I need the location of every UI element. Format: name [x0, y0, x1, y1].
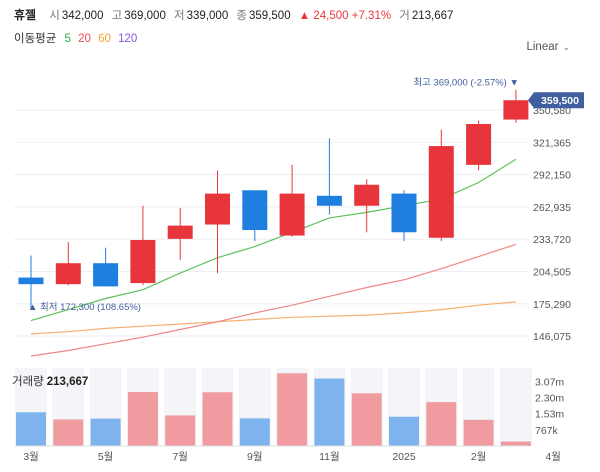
x-tick-label: 11월 [319, 451, 340, 463]
x-tick-label: 3월 [23, 451, 39, 463]
x-tick-label: 4월 [545, 451, 561, 463]
volume-bar [351, 393, 382, 446]
y-tick-label: 175,290 [533, 299, 571, 311]
ma-5-label: 5 [64, 33, 71, 45]
volume-title: 거래량 213,667 [12, 373, 88, 389]
volume-bar [389, 416, 419, 446]
candle-body [503, 100, 529, 120]
close-label: 종 [236, 10, 248, 22]
last-price-badge [528, 92, 584, 109]
candle-body [354, 184, 380, 206]
candle-body [242, 190, 268, 231]
candle-body [93, 263, 119, 287]
ma-20-label: 20 [78, 33, 91, 45]
volume-bar [90, 418, 121, 446]
volume-tick-label: 767k [535, 425, 559, 437]
volume-value: 213,667 [411, 10, 454, 22]
volume-label: 거 [399, 10, 410, 22]
y-tick-label: 146,075 [533, 331, 571, 343]
quote-header: 휴젤 시 342,000 고 369,000 저 339,000 종 359,500 ▲… [14, 6, 458, 23]
high-label: 고 [111, 10, 123, 22]
ma20-line [30, 243, 517, 357]
volume-bar [202, 392, 233, 446]
low-value: 339,000 [186, 10, 229, 22]
moving-average-legend[interactable]: 이동평균 5 20 60 120 [14, 30, 141, 46]
close-value: 359,500 [249, 10, 291, 22]
stock-name: 휴젤 [14, 8, 37, 22]
candle-body [466, 123, 492, 165]
x-tick-label: 9월 [247, 451, 263, 463]
high-value: 369,000 [124, 10, 166, 22]
x-tick-label: 2월 [471, 451, 487, 463]
candle-body [130, 239, 156, 284]
volume-bar [426, 402, 457, 446]
candle-body [55, 263, 81, 285]
candle-body [428, 146, 454, 238]
y-tick-label: 204,505 [533, 266, 571, 278]
volume-bar [463, 419, 494, 446]
volume-tick-label: 3.07m [535, 376, 564, 388]
y-tick-label: 292,150 [533, 170, 571, 182]
y-tick-label: 321,365 [533, 137, 571, 149]
volume-bar [277, 373, 308, 446]
volume-tick-label: 1.53m [535, 409, 564, 421]
scale-selector[interactable]: Linear ⌄ [526, 41, 570, 53]
y-tick-label: 262,935 [533, 202, 571, 214]
ma-120-label: 120 [118, 33, 138, 45]
change-value: ▲ 24,500 +7.31% [298, 10, 392, 22]
open-label: 시 [49, 10, 60, 22]
volume-bar [53, 419, 84, 446]
volume-bar [127, 392, 158, 446]
ma-60-label: 60 [98, 33, 111, 45]
volume-title-value: 213,667 [46, 376, 89, 388]
volume-bar [314, 378, 345, 446]
volume-tick-label: 2.30m [535, 393, 564, 405]
chevron-down-icon: ⌄ [562, 42, 570, 52]
volume-bar [16, 412, 46, 446]
candle-body [279, 193, 305, 236]
volume-bar [500, 441, 531, 446]
x-tick-label: 7월 [172, 451, 188, 463]
y-tick-label: 233,720 [533, 234, 571, 246]
x-tick-label: 2025 [392, 451, 416, 463]
volume-band [499, 368, 532, 446]
ma-title: 이동평균 [14, 33, 57, 45]
low-label: 저 [174, 10, 185, 22]
volume-bar [165, 415, 196, 446]
ma60-line [30, 301, 516, 335]
low-marker-label: ▲ 최저 172,300 (108.65%) [28, 302, 141, 313]
last-price-label: 359,500 [541, 95, 579, 107]
candle-body [391, 193, 417, 233]
x-tick-label: 5월 [98, 451, 114, 463]
candle-body [205, 193, 230, 225]
high-marker-label: 최고 369,000 (-2.57%) ▼ [413, 78, 519, 89]
candle-body [316, 195, 342, 206]
volume-title-label: 거래량 [12, 376, 44, 388]
candle-body [18, 277, 44, 285]
candle-body [167, 225, 193, 239]
volume-bar [239, 418, 270, 446]
scale-label: Linear [526, 41, 559, 53]
open-value: 342,000 [61, 10, 104, 22]
